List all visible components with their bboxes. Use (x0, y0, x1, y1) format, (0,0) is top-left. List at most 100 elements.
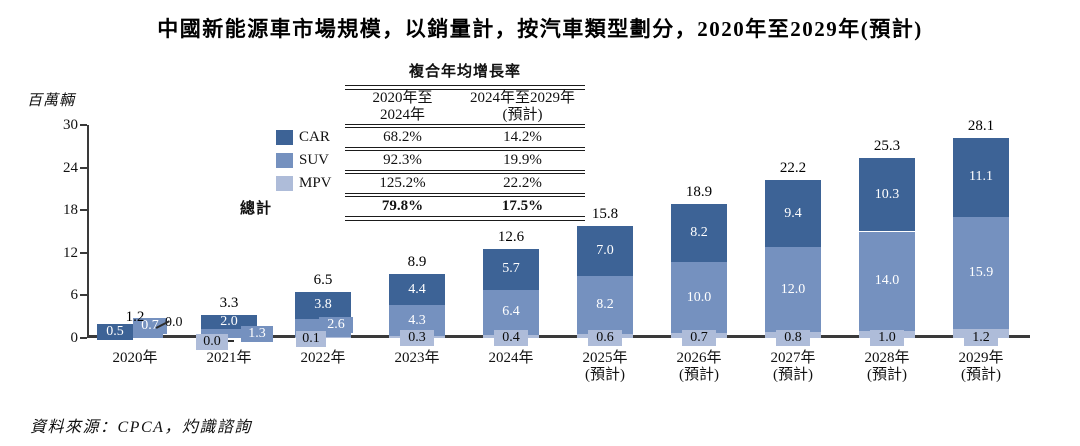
segment-value-label: 6.4 (502, 304, 520, 320)
segment-value-label: 10.0 (686, 289, 712, 305)
bar-segment-car (483, 249, 539, 290)
segment-value-label: 0.6 (588, 330, 622, 346)
y-axis-unit-label: 百萬輛 (27, 93, 76, 109)
bar-total-label: 25.3 (873, 138, 901, 155)
segment-value-label: 0.7 (133, 318, 167, 334)
segment-value-label: 8.2 (596, 296, 614, 312)
cagr-col2-header: 2024年至2029年 (預計) (469, 89, 575, 123)
x-axis-label: 2026年 (676, 350, 722, 366)
bar-segment-car (201, 314, 257, 329)
bar-total-label: 12.6 (497, 229, 525, 246)
y-tick (80, 337, 87, 339)
y-tick (80, 124, 87, 126)
x-axis-label-note: (預計) (961, 367, 1001, 383)
bar-segment-suv (201, 328, 257, 338)
legend-label: SUV (299, 152, 330, 168)
segment-value-label: 0.8 (776, 330, 810, 346)
segment-value-label: 3.8 (314, 297, 332, 313)
cagr-table-header: 2020年至 2024年 2024年至2029年 (預計) (345, 90, 585, 124)
bar-total-label: 8.9 (407, 254, 427, 271)
segment-value-label: 11.1 (969, 169, 993, 185)
y-tick-label: 6 (70, 287, 79, 304)
segment-value-label: 4.3 (408, 312, 426, 328)
suv-swatch-icon (276, 153, 293, 168)
bar-segment-suv (765, 247, 821, 333)
legend-label: CAR (299, 129, 330, 145)
cagr-row-car: 68.2% 14.2% (383, 129, 542, 145)
y-tick-label: 12 (63, 244, 78, 261)
x-axis-label: 2023年 (394, 350, 440, 366)
x-axis-label-note: (預計) (585, 367, 625, 383)
bar-total-label: 28.1 (967, 117, 995, 134)
table-rule (345, 169, 585, 174)
car-swatch-icon (276, 130, 293, 145)
bar-total-label: 18.9 (685, 183, 713, 200)
bar-total-label: 3.3 (219, 294, 239, 311)
segment-value-label: 14.0 (874, 273, 900, 289)
cagr-col1-header: 2020年至 2024年 (372, 89, 433, 123)
bar-segment-car (389, 274, 445, 306)
y-tick (80, 251, 87, 254)
segment-value-label: 0.5 (97, 324, 133, 340)
segment-value-label: 1.3 (241, 326, 273, 342)
x-axis-label: 2025年 (582, 350, 628, 366)
segment-value-label: 0.3 (400, 330, 434, 346)
bar-segment-suv (671, 262, 727, 334)
y-tick-label: 18 (63, 202, 78, 219)
table-rule (345, 192, 585, 197)
source-note: 資料來源：CPCA，灼識諮詢 (30, 419, 252, 436)
bar-segment-car (577, 225, 633, 276)
table-rule (345, 123, 585, 128)
segment-value-label: 4.4 (408, 281, 426, 297)
y-axis-line (87, 125, 89, 338)
bar-segment-car (765, 180, 821, 248)
x-axis-label: 2027年 (770, 350, 816, 366)
bar-segment-car (295, 291, 351, 319)
segment-value-label: 1.0 (870, 330, 904, 346)
legend-total-label: 總計 (240, 201, 273, 217)
bar-total-label: 6.5 (313, 271, 333, 288)
segment-value-label: 15.9 (968, 265, 994, 281)
leader-line (228, 340, 234, 342)
segment-value-label: 7.0 (596, 242, 614, 258)
bar-segment-car (671, 203, 727, 263)
table-rule (345, 216, 585, 221)
table-rule (345, 146, 585, 151)
bar-segment-car (953, 137, 1009, 217)
y-tick (80, 294, 87, 297)
x-axis-label-note: (預計) (867, 367, 907, 383)
segment-value-label: 0.0 (165, 315, 183, 330)
cagr-table: 複合年均增長率 2020年至 2024年 2024年至2029年 (預計) 68… (345, 60, 585, 221)
bar-segment-suv (483, 289, 539, 336)
y-tick-label: 30 (63, 117, 78, 133)
bar-segment-car (859, 158, 915, 232)
mpv-swatch-icon (276, 176, 293, 191)
segment-value-label: 2.0 (220, 313, 238, 329)
bar-segment-suv (953, 216, 1009, 330)
cagr-row-suv: 92.3% 19.9% (383, 152, 542, 168)
segment-value-label: 8.2 (690, 224, 708, 240)
segment-value-label: 0.4 (494, 330, 528, 346)
y-tick-label: 0 (70, 330, 79, 346)
segment-value-label: 0.7 (682, 330, 716, 346)
bar-segment-suv (859, 231, 915, 331)
cagr-row-total: 79.8% 17.5% (381, 198, 544, 214)
segment-value-label: 0.0 (196, 334, 228, 350)
x-axis-label: 2020年 (112, 350, 158, 366)
segment-value-label: 0.1 (296, 331, 326, 347)
x-axis-label: 2028年 (864, 350, 910, 366)
x-axis-line (87, 335, 1030, 338)
segment-value-label: 12.0 (780, 281, 806, 297)
bar-total-label: 15.8 (591, 205, 619, 222)
y-tick-label: 24 (63, 159, 78, 176)
x-axis-label: 2021年 (206, 350, 252, 366)
legend-label: MPV (299, 175, 332, 191)
bar-segment-suv (107, 333, 163, 338)
x-axis-label: 2022年 (300, 350, 346, 366)
bar-total-label: 1.2 (125, 309, 145, 326)
chart-title: 中國新能源車市場規模，以銷量計，按汽車類型劃分，2020年至2029年(預計) (157, 17, 923, 41)
segment-value-label: 2.6 (319, 317, 353, 333)
segment-value-label: 10.3 (874, 186, 900, 202)
table-rule (345, 85, 585, 90)
x-axis-label-note: (預計) (679, 367, 719, 383)
